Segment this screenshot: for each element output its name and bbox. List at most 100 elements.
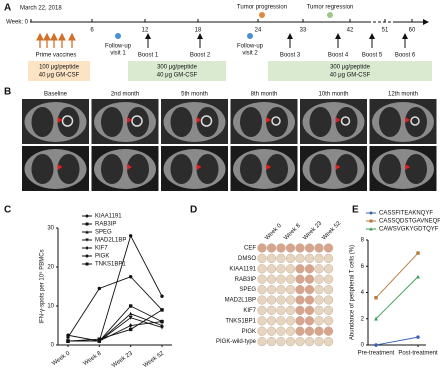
marker xyxy=(416,274,420,279)
well xyxy=(266,326,277,336)
well xyxy=(257,305,267,316)
ct-lung xyxy=(170,154,193,184)
well xyxy=(323,253,334,264)
well xyxy=(323,316,334,326)
panel-label: B xyxy=(4,87,11,98)
marker xyxy=(128,327,133,332)
well xyxy=(295,243,305,253)
well xyxy=(276,295,286,305)
timepoint-label: 8th month xyxy=(251,92,278,98)
tick-label: 33 xyxy=(300,28,307,34)
panel-label: A xyxy=(4,3,11,14)
well xyxy=(285,285,296,295)
well xyxy=(304,305,315,316)
marker xyxy=(369,219,373,223)
ct-arrow xyxy=(405,117,410,123)
ct-lesion xyxy=(410,116,420,126)
well xyxy=(314,337,324,347)
well xyxy=(323,243,334,253)
well xyxy=(276,316,286,326)
well xyxy=(276,274,286,284)
well xyxy=(314,285,324,295)
followup-label: Follow-up xyxy=(237,44,264,50)
well xyxy=(304,274,315,284)
well xyxy=(285,243,296,253)
well xyxy=(285,305,296,316)
y-tick-label: 30 xyxy=(47,226,54,232)
dose-text: 40 μg GM-CSF xyxy=(330,73,371,79)
timepoint-label: 5th month xyxy=(181,92,208,98)
well xyxy=(276,264,286,274)
x-tick-label: Post-treatment xyxy=(398,351,438,357)
well xyxy=(257,326,267,336)
well xyxy=(285,326,296,336)
well xyxy=(314,326,324,336)
well xyxy=(257,316,267,326)
row-label: SPEG xyxy=(239,287,256,293)
well xyxy=(285,316,296,326)
ct-lung xyxy=(31,107,54,137)
y-tick-label: 0 xyxy=(361,343,365,349)
marker xyxy=(416,251,420,255)
y-axis-label: Abundance of peripheral T cells (%) xyxy=(350,245,356,340)
ct-lung xyxy=(170,107,193,137)
followup-dot xyxy=(247,33,253,39)
marker xyxy=(66,339,70,343)
well xyxy=(295,316,305,326)
column-label: Week 52 xyxy=(321,220,342,241)
marker xyxy=(128,234,133,238)
ct-lung xyxy=(57,154,80,184)
ct-lung xyxy=(335,107,358,137)
well xyxy=(266,295,277,305)
ct-arrow xyxy=(266,117,271,123)
well xyxy=(304,326,315,336)
tick-label: 18 xyxy=(195,28,202,34)
row-label: PIGK xyxy=(242,329,256,335)
well xyxy=(257,264,267,274)
ct-lung xyxy=(309,107,332,137)
well xyxy=(285,264,296,274)
x-tick-label: Week 0 xyxy=(51,350,72,367)
legend-label: CASSFITEAKNQYF xyxy=(379,211,433,217)
marker xyxy=(128,311,133,316)
ct-arrow xyxy=(405,164,410,170)
row-label: TNKS1BP1 xyxy=(225,318,256,324)
marker xyxy=(97,286,102,291)
marker xyxy=(128,275,133,279)
boost-label: Boost 3 xyxy=(280,53,301,59)
marker xyxy=(374,296,378,300)
progression-dot xyxy=(259,12,265,18)
ct-lung xyxy=(57,107,80,137)
marker xyxy=(374,316,378,321)
ct-lung xyxy=(335,154,358,184)
well xyxy=(295,295,305,305)
marker xyxy=(85,230,89,234)
y-tick-label: 0 xyxy=(51,343,55,349)
regression-label: Tumor regression xyxy=(307,5,354,11)
boost-label: Boost 1 xyxy=(138,53,159,59)
well xyxy=(276,285,286,295)
ct-arrow xyxy=(57,117,63,123)
well xyxy=(323,274,334,284)
ct-lung xyxy=(309,154,332,184)
well xyxy=(266,337,277,347)
ct-lesion xyxy=(61,115,74,127)
marker xyxy=(85,222,89,226)
y-tick-label: 10 xyxy=(47,304,54,310)
legend-label: RAB3IP xyxy=(95,222,116,228)
timepoint-label: Baseline xyxy=(44,92,68,98)
ct-lung xyxy=(266,154,288,184)
row-label: KIAA1191 xyxy=(229,266,256,272)
marker xyxy=(160,308,164,312)
marker xyxy=(128,316,133,320)
panel-label: D xyxy=(190,205,197,216)
ct-arrow xyxy=(196,164,202,170)
dose-box xyxy=(268,61,432,81)
ct-lung xyxy=(196,107,219,137)
well xyxy=(257,243,267,253)
regression-dot xyxy=(327,12,333,18)
marker xyxy=(160,319,164,324)
well xyxy=(257,253,267,264)
well xyxy=(295,285,305,295)
